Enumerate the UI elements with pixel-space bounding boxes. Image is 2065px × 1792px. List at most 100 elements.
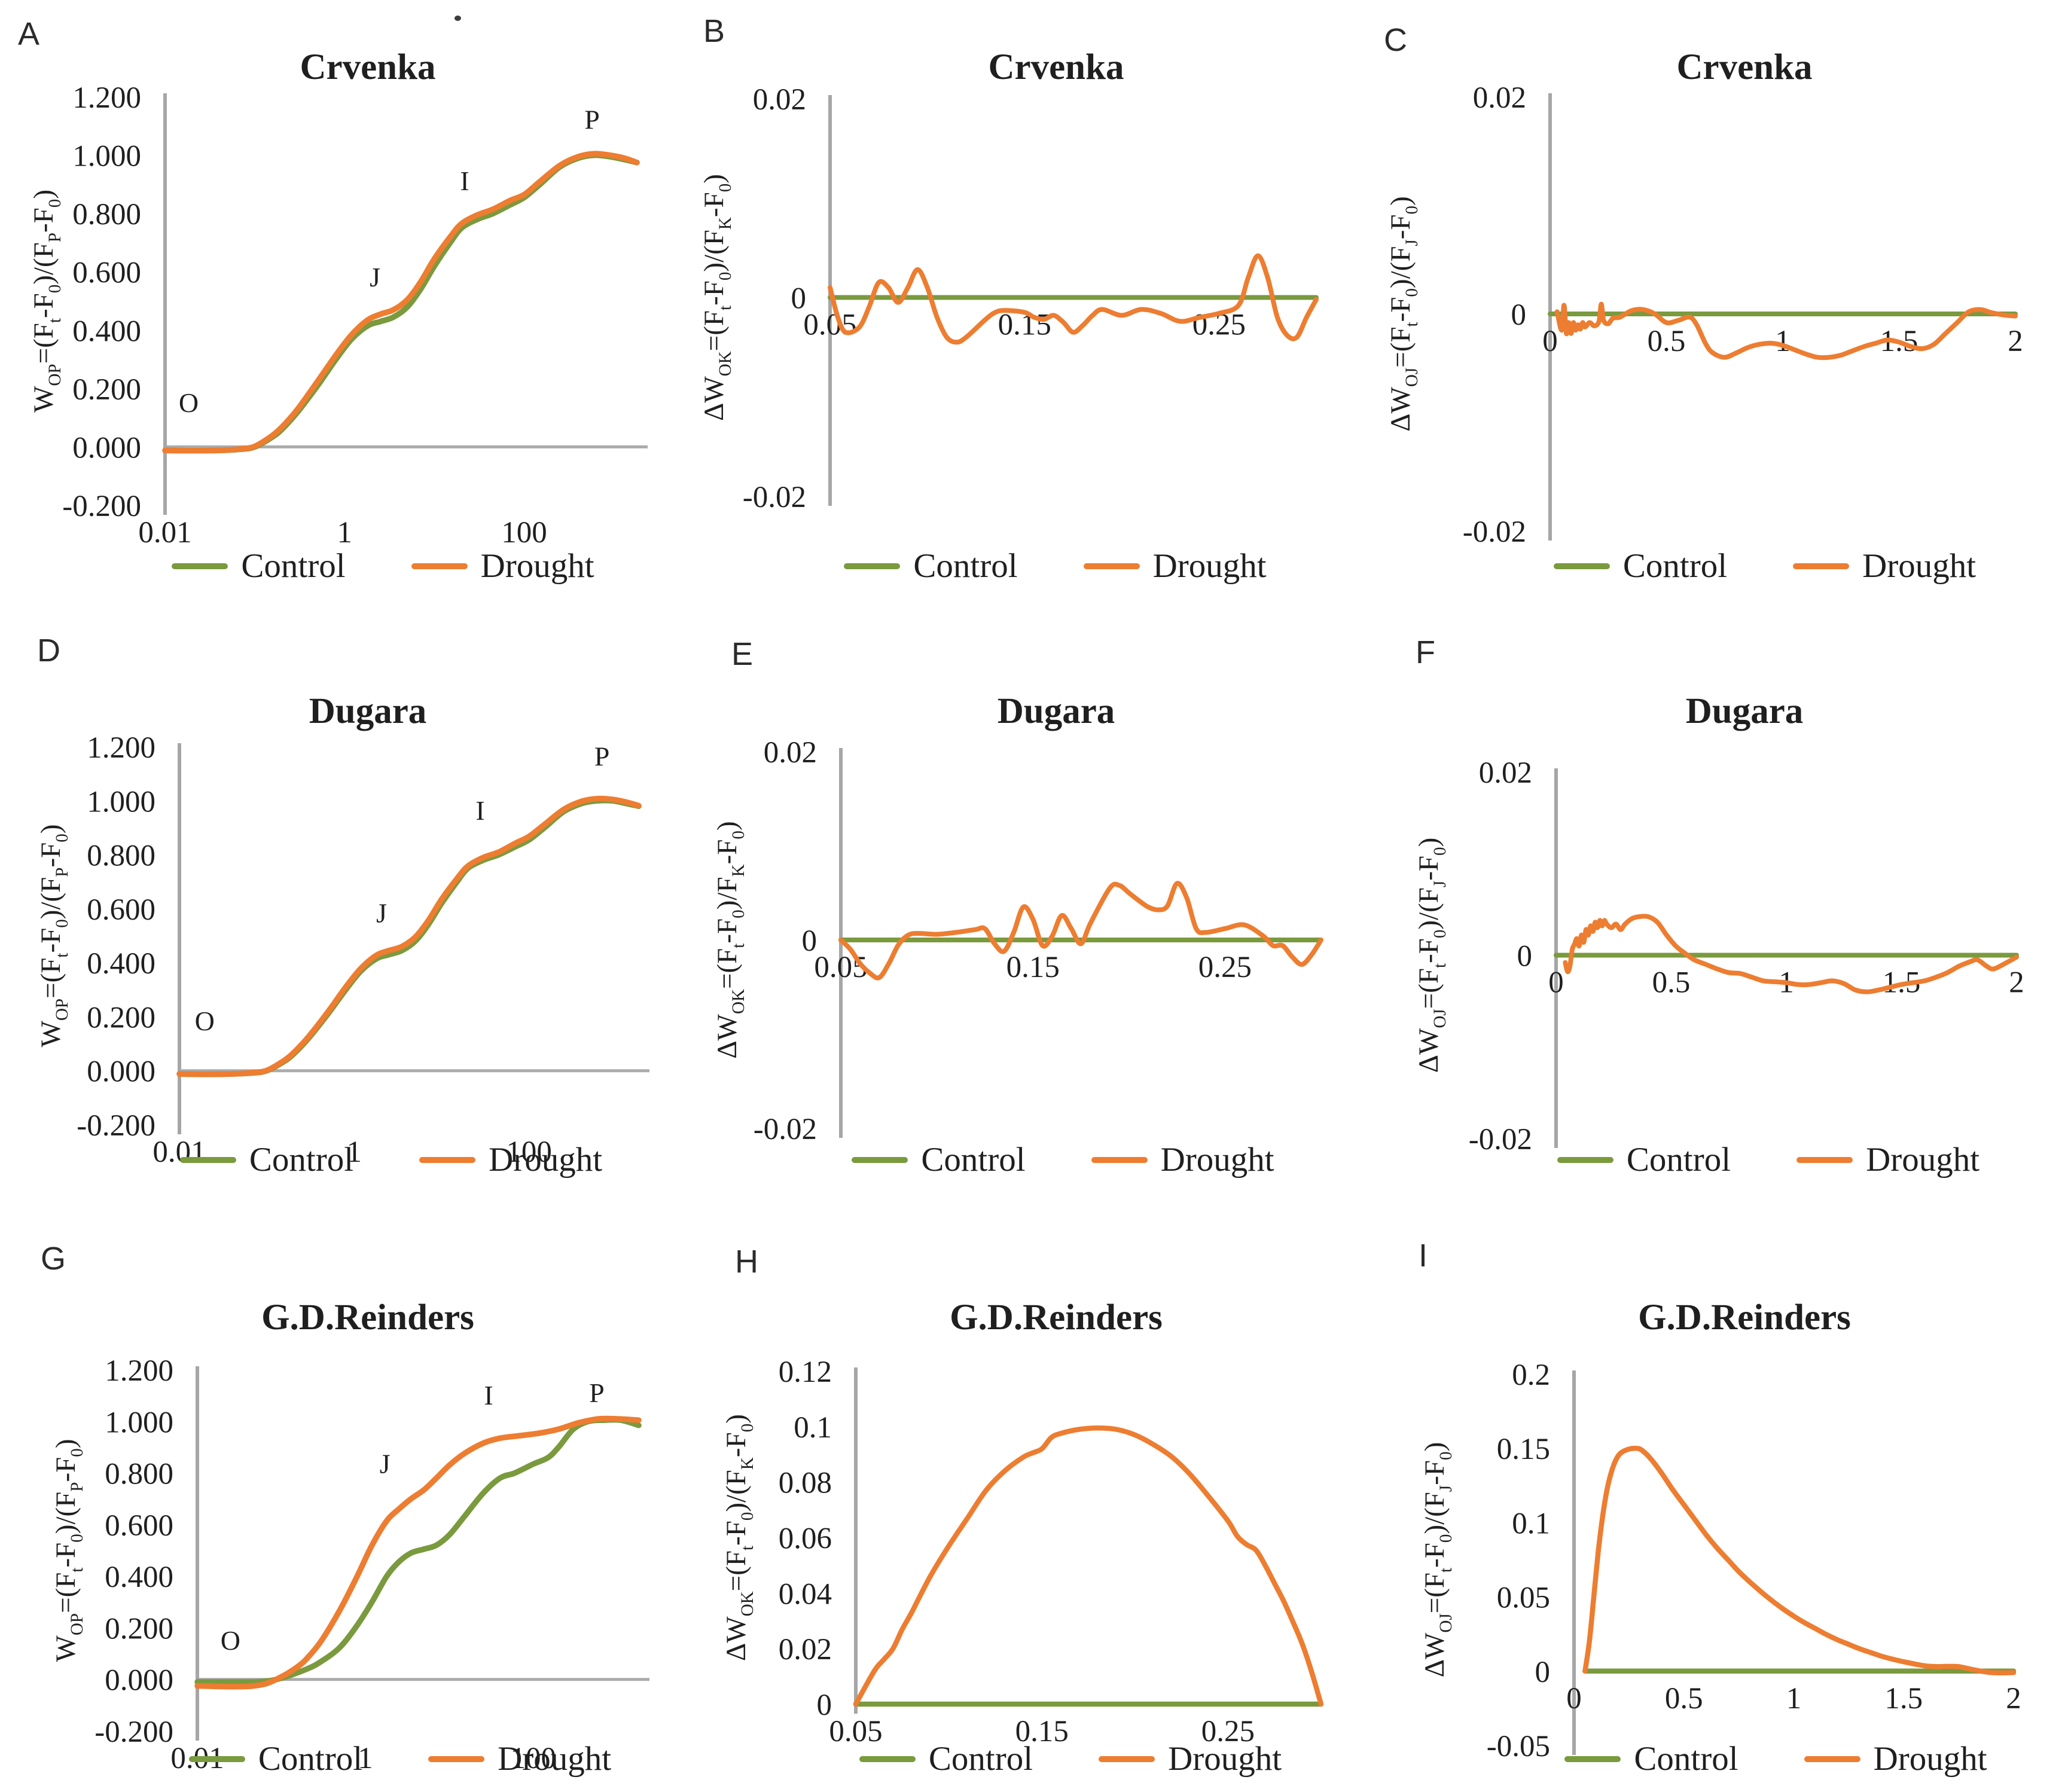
svg-text:0.600: 0.600: [72, 257, 141, 290]
svg-text:WOP=(Ft-F0)/(FP-F0): WOP=(Ft-F0)/(FP-F0): [28, 190, 65, 413]
svg-text:-0.02: -0.02: [743, 481, 806, 514]
svg-text:0.800: 0.800: [105, 1458, 173, 1491]
svg-text:0.200: 0.200: [87, 1001, 155, 1034]
chart-crvenka-wop: Crvenka 1.200 1.000 0.800 0.600 0.400 0.200 0.0…: [28, 47, 648, 549]
svg-text:ΔWOJ=(Ft-F0)/(FJ-F0): ΔWOJ=(Ft-F0)/(FJ-F0): [1413, 838, 1450, 1073]
panel-letter-a: A: [18, 16, 40, 52]
svg-text:0: 0: [791, 282, 807, 316]
svg-text:O: O: [221, 1625, 240, 1656]
drought-line-swatch: [1793, 563, 1850, 569]
svg-text:0.05: 0.05: [814, 951, 867, 984]
svg-text:1: 1: [1775, 325, 1791, 358]
panel-letter-g: G: [41, 1241, 66, 1277]
svg-text:0.000: 0.000: [72, 431, 141, 465]
svg-text:Crvenka: Crvenka: [988, 47, 1124, 87]
legend-label-drought: Drought: [1862, 547, 1976, 585]
svg-text:0.000: 0.000: [105, 1664, 173, 1698]
svg-text:0.600: 0.600: [87, 893, 155, 927]
legend-label-control: Control: [249, 1141, 354, 1179]
panel-letter-b: B: [703, 13, 725, 49]
drought-line-swatch: [1796, 1156, 1853, 1163]
svg-text:1.5: 1.5: [1884, 1682, 1923, 1715]
svg-text:I: I: [484, 1380, 493, 1411]
panel-d: D Dugara 1.200 1.000 0.800 0.600 0.400 0.200 0.…: [0, 597, 688, 1195]
svg-text:0.02: 0.02: [1479, 756, 1532, 790]
svg-text:0.25: 0.25: [1198, 951, 1252, 984]
svg-text:J: J: [370, 262, 380, 292]
svg-text:0.800: 0.800: [87, 839, 155, 873]
svg-text:100: 100: [501, 516, 547, 549]
svg-text:0.1: 0.1: [1512, 1507, 1550, 1540]
svg-text:0.05: 0.05: [829, 1715, 882, 1748]
control-line-swatch: [852, 1156, 908, 1163]
svg-text:0.01: 0.01: [138, 516, 191, 549]
legend-label-drought: Drought: [1866, 1141, 1980, 1179]
svg-text:0.000: 0.000: [87, 1055, 155, 1089]
legend-label-control: Control: [1626, 1141, 1731, 1179]
svg-text:Dugara: Dugara: [998, 691, 1115, 731]
drought-line-swatch: [1804, 1756, 1860, 1762]
chart-gdreinders-dwok: G.D.Reinders 0.12 0.1 0.08 0.06 0.04 0.02 00.05…: [721, 1298, 1324, 1748]
svg-text:-0.200: -0.200: [62, 490, 141, 523]
svg-text:0: 0: [817, 1689, 832, 1722]
panel-i: I G.D.Reinders 0.2 0.15 0.1 0.05 0 -0.05 0 0.5 1 1…: [1377, 1195, 2065, 1792]
svg-text:1.000: 1.000: [87, 785, 155, 819]
chart-dugara-dwok: Dugara 0.02 0 -0.02 0.05 0.15 0.25 ΔWOK=(Ft-F0)…: [712, 691, 1323, 1146]
svg-text:0.200: 0.200: [72, 373, 141, 407]
svg-text:O: O: [179, 387, 199, 418]
panel-e: E Dugara 0.02 0 -0.02 0.05 0.15 0.25 ΔWOK=(Ft-F…: [688, 597, 1377, 1195]
svg-text:0.5: 0.5: [1665, 1682, 1703, 1715]
control-line-swatch: [1553, 563, 1610, 569]
svg-text:0.25: 0.25: [1201, 1715, 1255, 1748]
svg-text:0: 0: [1566, 1682, 1582, 1715]
drought-line-swatch: [1091, 1156, 1148, 1163]
svg-text:0.04: 0.04: [779, 1577, 832, 1611]
svg-text:0.12: 0.12: [779, 1356, 832, 1389]
svg-text:0.15: 0.15: [1015, 1715, 1069, 1748]
svg-text:J: J: [380, 1449, 391, 1479]
svg-text:Dugara: Dugara: [309, 691, 427, 731]
legend-label-drought: Drought: [1160, 1141, 1274, 1179]
legend: Control Drought: [1520, 1143, 2017, 1177]
svg-text:2: 2: [2008, 325, 2023, 358]
svg-text:0.400: 0.400: [105, 1561, 173, 1594]
svg-text:0: 0: [1517, 940, 1533, 973]
control-line-swatch: [859, 1756, 916, 1762]
panel-f: F Dugara 0.02 0 -0.02 0 0.5 1 1.5 2 ΔWOJ=(Ft-F0)/…: [1377, 597, 2065, 1195]
legend: Control Drought: [820, 1742, 1321, 1776]
svg-text:Dugara: Dugara: [1686, 691, 1804, 731]
drought-line-swatch: [419, 1156, 476, 1163]
svg-text:0.02: 0.02: [779, 1633, 832, 1666]
svg-text:G.D.Reinders: G.D.Reinders: [261, 1298, 474, 1338]
svg-text:-0.02: -0.02: [1463, 515, 1526, 549]
svg-text:P: P: [589, 1378, 605, 1408]
legend-label-drought: Drought: [1873, 1740, 1987, 1778]
svg-text:100: 100: [510, 1742, 556, 1775]
control-line-swatch: [1557, 1156, 1613, 1163]
svg-text:0.02: 0.02: [764, 736, 817, 770]
svg-text:G.D.Reinders: G.D.Reinders: [1638, 1298, 1851, 1338]
svg-text:-0.200: -0.200: [94, 1715, 173, 1749]
panel-letter-e: E: [731, 636, 754, 672]
svg-text:G.D.Reinders: G.D.Reinders: [950, 1298, 1163, 1338]
svg-text:0: 0: [802, 924, 818, 958]
drought-line-swatch: [411, 563, 468, 569]
svg-text:-0.05: -0.05: [1487, 1730, 1550, 1763]
chart-gdreinders-wop: G.D.Reinders 1.200 1.000 0.800 0.600 0.400 0.2…: [50, 1298, 649, 1775]
svg-text:1.000: 1.000: [72, 140, 141, 173]
legend-label-control: Control: [241, 547, 346, 585]
svg-text:Crvenka: Crvenka: [300, 47, 435, 87]
svg-text:0: 0: [1511, 298, 1527, 332]
svg-text:0.400: 0.400: [87, 947, 155, 981]
svg-text:2: 2: [2009, 966, 2024, 1000]
legend-label-control: Control: [913, 547, 1018, 585]
svg-text:0.01: 0.01: [152, 1135, 206, 1169]
panel-a: A Crvenka 1.200 1.000 0.800 0.600 0.400 0.200 0…: [0, 0, 688, 597]
control-line-swatch: [188, 1756, 245, 1762]
svg-text:P: P: [584, 105, 600, 135]
panel-h: H G.D.Reinders 0.12 0.1 0.08 0.06 0.04 0.02 0 0.…: [688, 1195, 1377, 1792]
svg-text:0.02: 0.02: [1473, 81, 1526, 115]
svg-text:2: 2: [2006, 1682, 2021, 1715]
legend: Control Drought: [1514, 549, 2015, 583]
